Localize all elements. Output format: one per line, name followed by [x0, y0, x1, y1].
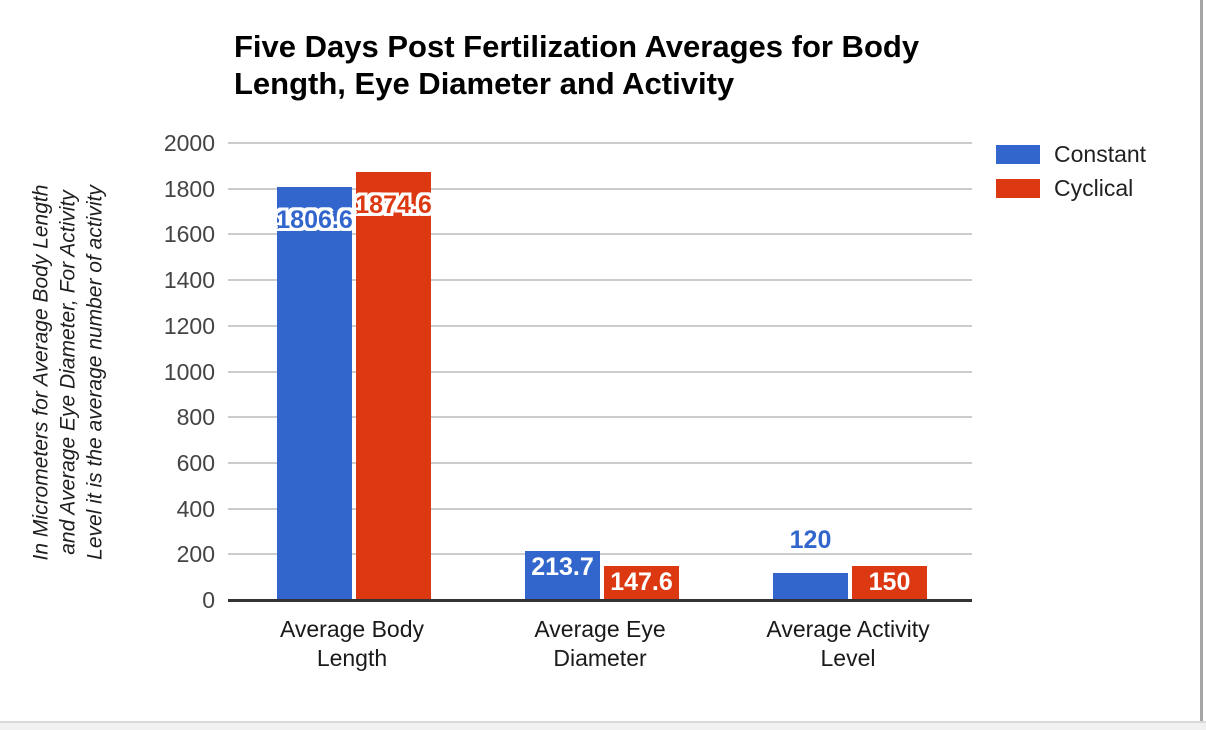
chart-title-line-2: Length, Eye Diameter and Activity: [234, 66, 735, 101]
y-tick-label: 400: [176, 495, 215, 522]
legend-swatch-cyclical: [996, 178, 1040, 198]
legend-item-constant[interactable]: Constant: [996, 141, 1146, 167]
value-label-constant-2: 213.7: [531, 553, 594, 582]
x-category-label-line: Average Body: [279, 616, 425, 642]
bar-cyclical-3[interactable]: [852, 565, 927, 600]
legend-swatch-constant: [996, 144, 1040, 164]
x-category-label-line: Average Eye: [534, 616, 666, 642]
x-category-label-line: Length: [316, 645, 388, 671]
gridline: [228, 187, 972, 190]
bar-constant-3[interactable]: [773, 572, 848, 600]
y-tick-label: 800: [176, 404, 215, 431]
gridline: [228, 142, 972, 144]
x-category-label-3: Average Activity Level: [723, 615, 973, 673]
gridline: [228, 279, 972, 282]
y-tick-label: 1400: [163, 267, 215, 294]
legend-label-cyclical: Cyclical: [1054, 175, 1134, 201]
y-tick-label: 1600: [163, 221, 215, 248]
bar-cyclical-1[interactable]: [356, 171, 431, 600]
x-axis-baseline: [228, 599, 972, 602]
y-tick-label: 200: [176, 541, 215, 568]
gridline: [228, 553, 972, 556]
value-label-constant-1: 1806.6: [276, 206, 353, 235]
window-bottom-edge: [0, 721, 1206, 723]
y-tick-label: 600: [176, 449, 215, 476]
gridline: [228, 233, 972, 236]
x-category-label-line: Diameter: [553, 645, 647, 671]
value-label-cyclical-2: 147.6: [610, 568, 673, 597]
chart-title-line-1: Five Days Post Fertilization Averages fo…: [234, 29, 920, 64]
value-label-cyclical-3: 150: [868, 567, 911, 596]
x-category-label-2: Average Eye Diameter: [475, 615, 725, 673]
gridline: [228, 507, 972, 510]
x-category-label-1: Average Body Length: [227, 615, 477, 673]
bar-constant-2[interactable]: [525, 551, 600, 600]
value-label-cyclical-1: 1874.6: [355, 190, 432, 219]
y-axis-title: In Micrometers for Average Body Length a…: [28, 63, 109, 683]
value-label-constant-3: 120: [789, 525, 832, 554]
y-tick-label: 1800: [163, 175, 215, 202]
bar-constant-1[interactable]: [277, 187, 352, 600]
y-tick-label: 2000: [163, 130, 215, 156]
y-axis-title-line-2: and Average Eye Diameter, For Activity: [56, 190, 80, 555]
x-category-label-line: Average Activity: [766, 616, 930, 642]
window-right-edge: [1200, 0, 1203, 721]
gridline: [228, 416, 972, 419]
gridline: [228, 324, 972, 327]
bar-cyclical-2[interactable]: [604, 566, 679, 600]
x-category-label-line: Level: [820, 645, 876, 671]
gridline: [228, 370, 972, 373]
y-axis-title-line-1: In Micrometers for Average Body Length: [29, 184, 53, 561]
y-tick-label: 1200: [163, 312, 215, 339]
y-tick-label: 1000: [163, 358, 215, 385]
legend-item-cyclical[interactable]: Cyclical: [996, 175, 1133, 201]
window-bottom-strip: [0, 723, 1206, 730]
gridline: [228, 461, 972, 464]
chart-title: Five Days Post Fertilization Averages fo…: [234, 28, 919, 102]
legend-label-constant: Constant: [1054, 141, 1147, 167]
y-tick-label: 0: [202, 587, 215, 613]
